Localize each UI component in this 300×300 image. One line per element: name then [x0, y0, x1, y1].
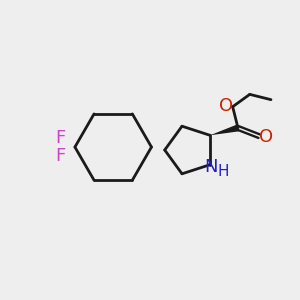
Text: H: H: [218, 164, 229, 179]
Text: O: O: [219, 97, 233, 115]
Text: N: N: [205, 158, 218, 176]
Text: F: F: [55, 129, 65, 147]
Polygon shape: [210, 124, 239, 135]
Text: F: F: [55, 147, 65, 165]
Text: O: O: [259, 128, 273, 146]
